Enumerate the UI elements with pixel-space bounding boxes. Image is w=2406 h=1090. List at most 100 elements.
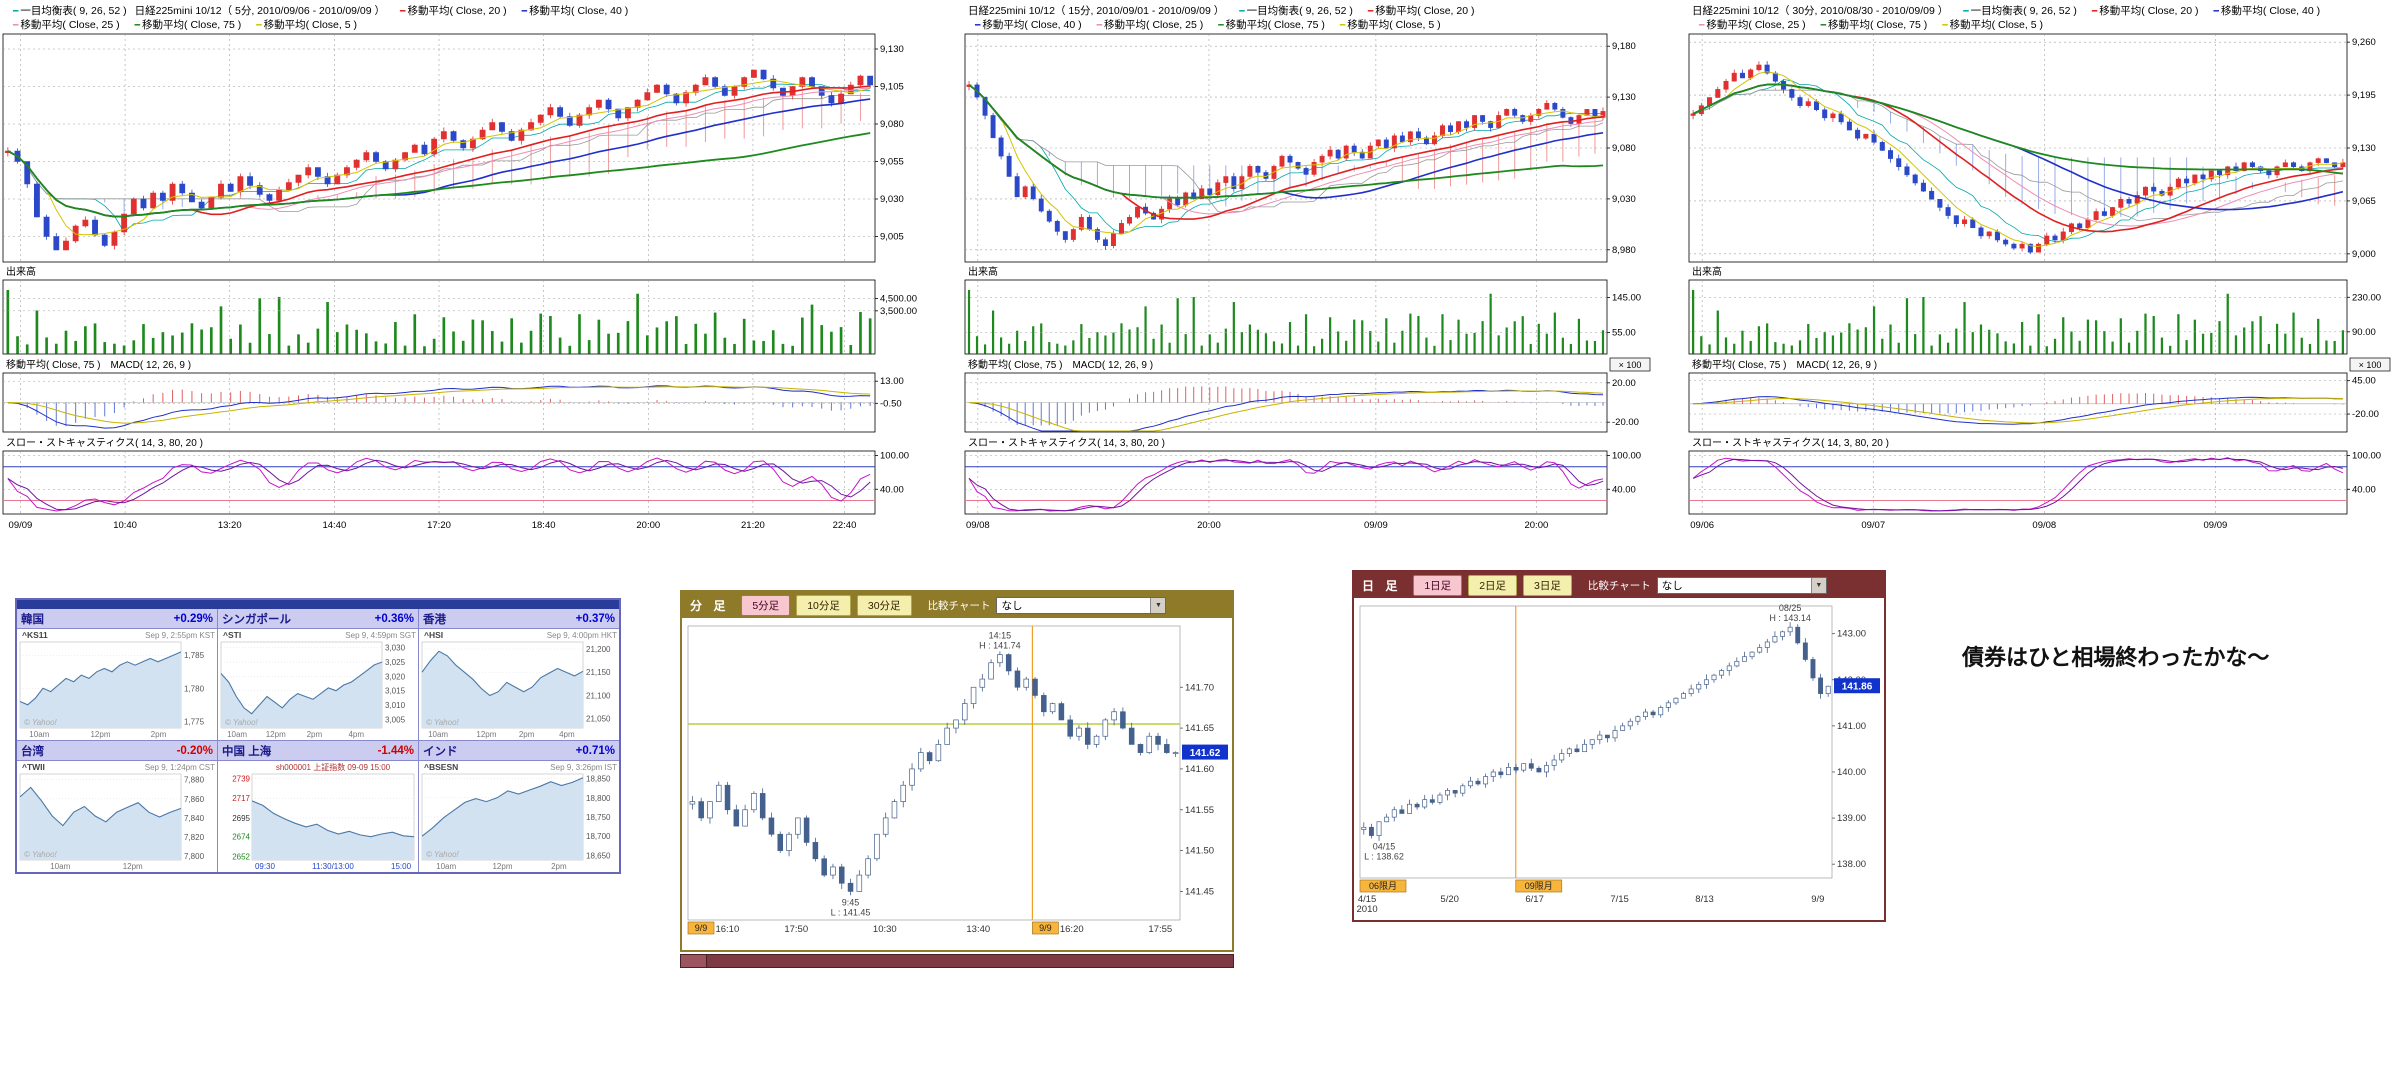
svg-text:145.00: 145.00 [1612,293,1641,304]
market-cell-header: 台湾 -0.20% [17,741,217,761]
svg-text:3,015: 3,015 [385,687,406,696]
svg-text:141.45: 141.45 [1185,886,1214,897]
svg-text:13:20: 13:20 [218,520,242,531]
svg-text:09/09: 09/09 [2204,520,2228,531]
asia-markets-grid: 韓国 +0.29% 1,785 1,780 1,775 10am 12pm 2pm ^KS11 S… [17,609,619,872]
minute-compare-value: なし [1001,599,1023,612]
svg-text:© Yahoo!: © Yahoo! [24,850,58,859]
legend-color-mark: ━ [1218,20,1224,30]
svg-text:143.00: 143.00 [1837,629,1866,640]
svg-text:40.00: 40.00 [2352,484,2376,495]
svg-text:18,800: 18,800 [586,794,611,803]
svg-text:7,860: 7,860 [184,795,205,804]
svg-text:09限月: 09限月 [1525,881,1553,891]
margin-note: 債券はひと相場終わったかな〜 [1962,645,2270,670]
svg-text:40.00: 40.00 [1612,484,1636,495]
nikkei225mini-15min-chart: 09/08 20:00 09/09 20:00 9,180 9,130 9,080 9,030… [964,33,1651,531]
scrollbar-thumb[interactable] [681,955,707,967]
daily-compare-select[interactable]: なし ▼ [1656,576,1827,594]
svg-text:2717: 2717 [232,794,250,803]
svg-text:09/07: 09/07 [1861,520,1885,531]
svg-text:21,100: 21,100 [586,691,611,700]
svg-text:3,025: 3,025 [385,658,406,667]
chart-header-legend: 日経225mini 10/12（ 30分, 2010/08/30 - 2010/… [1688,2,2404,32]
svg-text:× 100: × 100 [1619,360,1642,370]
svg-text:移動平均( Close, 75 ) MACD( 12, 26: 移動平均( Close, 75 ) MACD( 12, 26, 9 ) [6,358,191,371]
svg-text:9,005: 9,005 [880,232,904,243]
legend-item: 一目均衡表( 9, 26, 52 ) [1246,5,1353,17]
market-mini-chart: 3,030 3,025 3,020 3,015 3,010 3,005 10am 12pm 2p… [220,630,416,739]
legend-color-mark: ━ [1239,6,1245,16]
legend-item: 移動平均( Close, 75 ) [142,19,242,31]
svg-text:9/9: 9/9 [695,923,708,933]
svg-text:141.00: 141.00 [1837,721,1866,732]
tab-30min[interactable]: 30分足 [856,594,912,616]
tab-2day[interactable]: 2日足 [1468,574,1518,596]
market-chart-area: 2739 2717 2695 2674 2652 09:30 11:30/13:00 15:0… [218,761,418,872]
market-cell-header: シンガポール +0.36% [218,609,418,629]
svg-text:3,005: 3,005 [385,715,406,724]
svg-text:Sep 9, 4:59pm SGT: Sep 9, 4:59pm SGT [345,631,416,640]
svg-text:100.00: 100.00 [880,451,909,462]
legend-item: 移動平均( Close, 40 ) [2220,5,2321,17]
svg-text:140.00: 140.00 [1837,767,1866,778]
svg-text:141.86: 141.86 [1842,682,1873,693]
bond-daily-chart-panel: 日 足 1日足 2日足 3日足 比較チャート なし▼ 143.00142.001… [1352,570,1886,922]
legend-color-mark: ━ [2213,6,2219,16]
legend-color-mark: ━ [1699,20,1705,30]
svg-text:04/15: 04/15 [1373,842,1396,852]
svg-text:14:40: 14:40 [322,520,346,531]
svg-text:Sep 9, 3:26pm IST: Sep 9, 3:26pm IST [550,763,617,772]
market-cell: シンガポール +0.36% 3,030 3,025 3,020 3,015 3,010 3,0… [218,609,418,740]
svg-text:10:30: 10:30 [873,924,897,935]
market-name: シンガポール [222,613,291,626]
market-change: +0.36% [374,612,414,625]
svg-text:2pm: 2pm [551,862,567,871]
svg-text:2pm: 2pm [519,730,535,739]
svg-text:スロー・ストキャスティクス( 14, 3, 80, 20 ): スロー・ストキャスティクス( 14, 3, 80, 20 ) [6,437,203,449]
svg-text:16:20: 16:20 [1060,924,1084,935]
svg-text:© Yahoo!: © Yahoo! [426,850,460,859]
tab-3day[interactable]: 3日足 [1523,574,1572,596]
svg-text:6/17: 6/17 [1525,894,1544,905]
legend-item: 移動平均( Close, 20 ) [2099,5,2199,17]
legend-color-mark: ━ [1963,6,1969,16]
svg-text:2010: 2010 [1357,904,1378,915]
svg-text:10:40: 10:40 [113,520,137,531]
tab-10min[interactable]: 10分足 [796,594,851,616]
market-mini-chart: 18,850 18,800 18,750 18,700 18,650 10am 12pm 2p… [421,762,617,871]
svg-text:08/25: 08/25 [1779,603,1802,613]
market-change: +0.71% [575,744,615,757]
tab-1day[interactable]: 1日足 [1413,574,1463,596]
legend-color-mark: ━ [1942,20,1948,30]
svg-text:12pm: 12pm [492,862,512,871]
legend-color-mark: ━ [400,6,406,16]
svg-text:2674: 2674 [232,833,250,842]
svg-text:3,500.00: 3,500.00 [880,306,917,317]
market-change: -1.44% [377,744,414,757]
svg-text:-20.00: -20.00 [2352,409,2379,420]
legend-color-mark: ━ [521,6,528,16]
minute-compare-select[interactable]: なし ▼ [996,596,1167,614]
svg-text:スロー・ストキャスティクス( 14, 3, 80, 20 ): スロー・ストキャスティクス( 14, 3, 80, 20 ) [1692,437,1889,449]
svg-text:4,500.00: 4,500.00 [880,294,917,305]
svg-text:20:00: 20:00 [636,520,660,531]
svg-text:9,030: 9,030 [1612,194,1636,205]
svg-text:スロー・ストキャスティクス( 14, 3, 80, 20 ): スロー・ストキャスティクス( 14, 3, 80, 20 ) [968,437,1165,449]
legend-item: 移動平均( Close, 20 ) [407,5,507,17]
market-chart-area: 7,880 7,860 7,840 7,820 7,800 10am 12pm ^TWII Se… [17,761,217,872]
tab-5min[interactable]: 5分足 [741,594,791,616]
legend-item: 移動平均( Close, 25 ) [20,19,120,31]
svg-text:9,105: 9,105 [880,82,904,93]
chevron-down-icon: ▼ [1150,597,1166,613]
legend-color-mark: ━ [2091,6,2098,16]
market-change: +0.29% [173,612,213,625]
svg-text:^BSESN: ^BSESN [424,762,458,772]
svg-text:17:55: 17:55 [1148,924,1172,935]
svg-text:21:20: 21:20 [741,520,765,531]
minute-chart-scrollbar[interactable] [680,954,1234,968]
svg-text:9,260: 9,260 [2352,37,2376,48]
svg-text:13:40: 13:40 [966,924,990,935]
svg-text:12pm: 12pm [90,730,110,739]
